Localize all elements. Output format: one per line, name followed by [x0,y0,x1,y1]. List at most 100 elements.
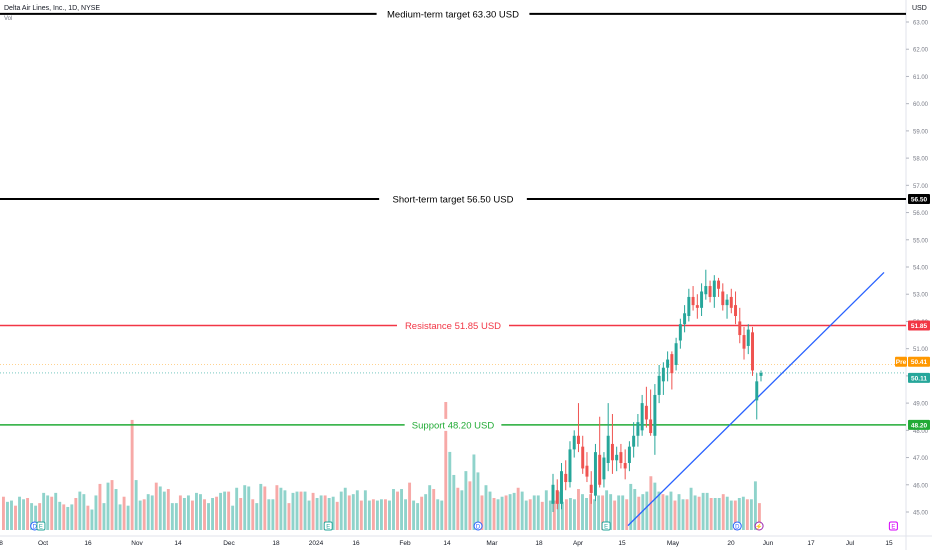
volume-bar [388,500,391,530]
volume-bar [564,499,568,530]
candle-body[interactable] [734,305,738,316]
event-marker-earnings-icon[interactable] [601,521,611,531]
candle-body[interactable] [555,490,559,504]
candle-body[interactable] [602,457,606,480]
volume-bar [456,487,460,530]
candle-body[interactable] [746,329,750,346]
candle-body[interactable] [670,354,674,374]
x-tick-label: 8 [0,540,3,547]
candle-body[interactable] [619,452,623,463]
volume-bar [484,485,488,530]
candle-body[interactable] [585,465,589,477]
x-tick-label: 18 [272,540,280,547]
candle-body[interactable] [653,394,657,436]
candle-body[interactable] [560,471,563,504]
event-marker-dividend-icon[interactable] [473,521,483,531]
candle-body[interactable] [712,280,716,297]
candle-body[interactable] [576,435,580,444]
volume-bar [488,491,492,530]
price-badge-label: 50.41 [911,359,928,366]
volume-bar [46,495,50,530]
x-tick-label: 20 [727,540,735,547]
candle-body[interactable] [755,381,759,401]
volume-bar [34,505,38,530]
volume-bar [597,495,601,530]
candle-body[interactable] [725,299,729,306]
candle-body[interactable] [751,332,754,371]
candle-body[interactable] [551,484,555,504]
candle-body[interactable] [581,446,585,469]
candle-body[interactable] [704,286,708,295]
currency-button[interactable]: USD [912,5,927,12]
candle-body[interactable] [700,291,704,308]
volume-bar [621,495,625,530]
candle-body[interactable] [593,452,597,496]
volume-bar [247,486,251,530]
volume-bar [593,499,597,530]
candle-body[interactable] [674,343,678,365]
volume-bar [58,501,62,530]
volume-bar [424,494,428,530]
candle-body[interactable] [640,403,644,431]
candle-body[interactable] [657,375,661,395]
event-marker-earnings-icon[interactable] [36,521,46,531]
candle-body[interactable] [661,367,665,382]
event-marker-earnings-icon[interactable] [323,521,333,531]
candle-body[interactable] [564,473,568,483]
volume-bar [693,495,697,530]
volume-bar [448,451,452,530]
candle-body[interactable] [691,296,695,306]
event-marker-news-icon[interactable] [754,521,764,531]
candle-body[interactable] [687,296,691,316]
volume-bar [6,501,9,530]
event-marker-glyph: D [33,524,38,530]
volume-bar [524,500,528,530]
volume-bar [335,501,339,530]
volume-bar [102,503,106,530]
candle-body[interactable] [627,446,631,463]
candle-body[interactable] [666,359,670,368]
candle-body[interactable] [615,454,619,461]
candle-body[interactable] [636,422,640,436]
volume-bar [516,487,520,530]
candle-body[interactable] [717,280,721,289]
volume-bar [613,500,617,530]
volume-bar [106,482,110,530]
candle-body[interactable] [695,305,699,308]
volume-bar [540,501,544,530]
candle-body[interactable] [708,286,712,297]
volume-bar [166,489,170,530]
candle-body[interactable] [568,449,572,483]
event-marker-future_earnings-icon[interactable] [888,521,898,531]
candle-body[interactable] [683,313,687,325]
price-badge-resistance [908,320,930,331]
candle-body[interactable] [759,372,763,376]
candle-body[interactable] [678,324,682,341]
candle-body[interactable] [610,443,614,461]
candle-body[interactable] [598,454,602,485]
candle-body[interactable] [738,321,742,336]
candle-body[interactable] [742,335,746,349]
price-badge-last [908,372,930,383]
volume-bar [162,491,166,530]
candle-body[interactable] [606,435,610,463]
volume-bar [701,492,705,530]
candle-body[interactable] [644,405,648,420]
candle-body[interactable] [632,435,636,447]
candle-body[interactable] [572,435,576,450]
volume-indicator-label[interactable]: Vol [4,16,13,22]
volume-bar [472,454,476,530]
candle-body[interactable] [649,419,653,434]
volume-bar [577,489,580,530]
volume-bar [641,494,645,530]
volume-bar [311,492,315,530]
candle-body[interactable] [589,484,593,493]
volume-bar [186,495,190,530]
volume-bar [26,498,30,530]
y-tick-label: 58.00 [913,157,929,163]
candle-body[interactable] [729,296,733,308]
candle-body[interactable] [721,291,725,306]
candle-body[interactable] [623,463,627,469]
event-marker-dividend-icon[interactable] [732,521,742,531]
